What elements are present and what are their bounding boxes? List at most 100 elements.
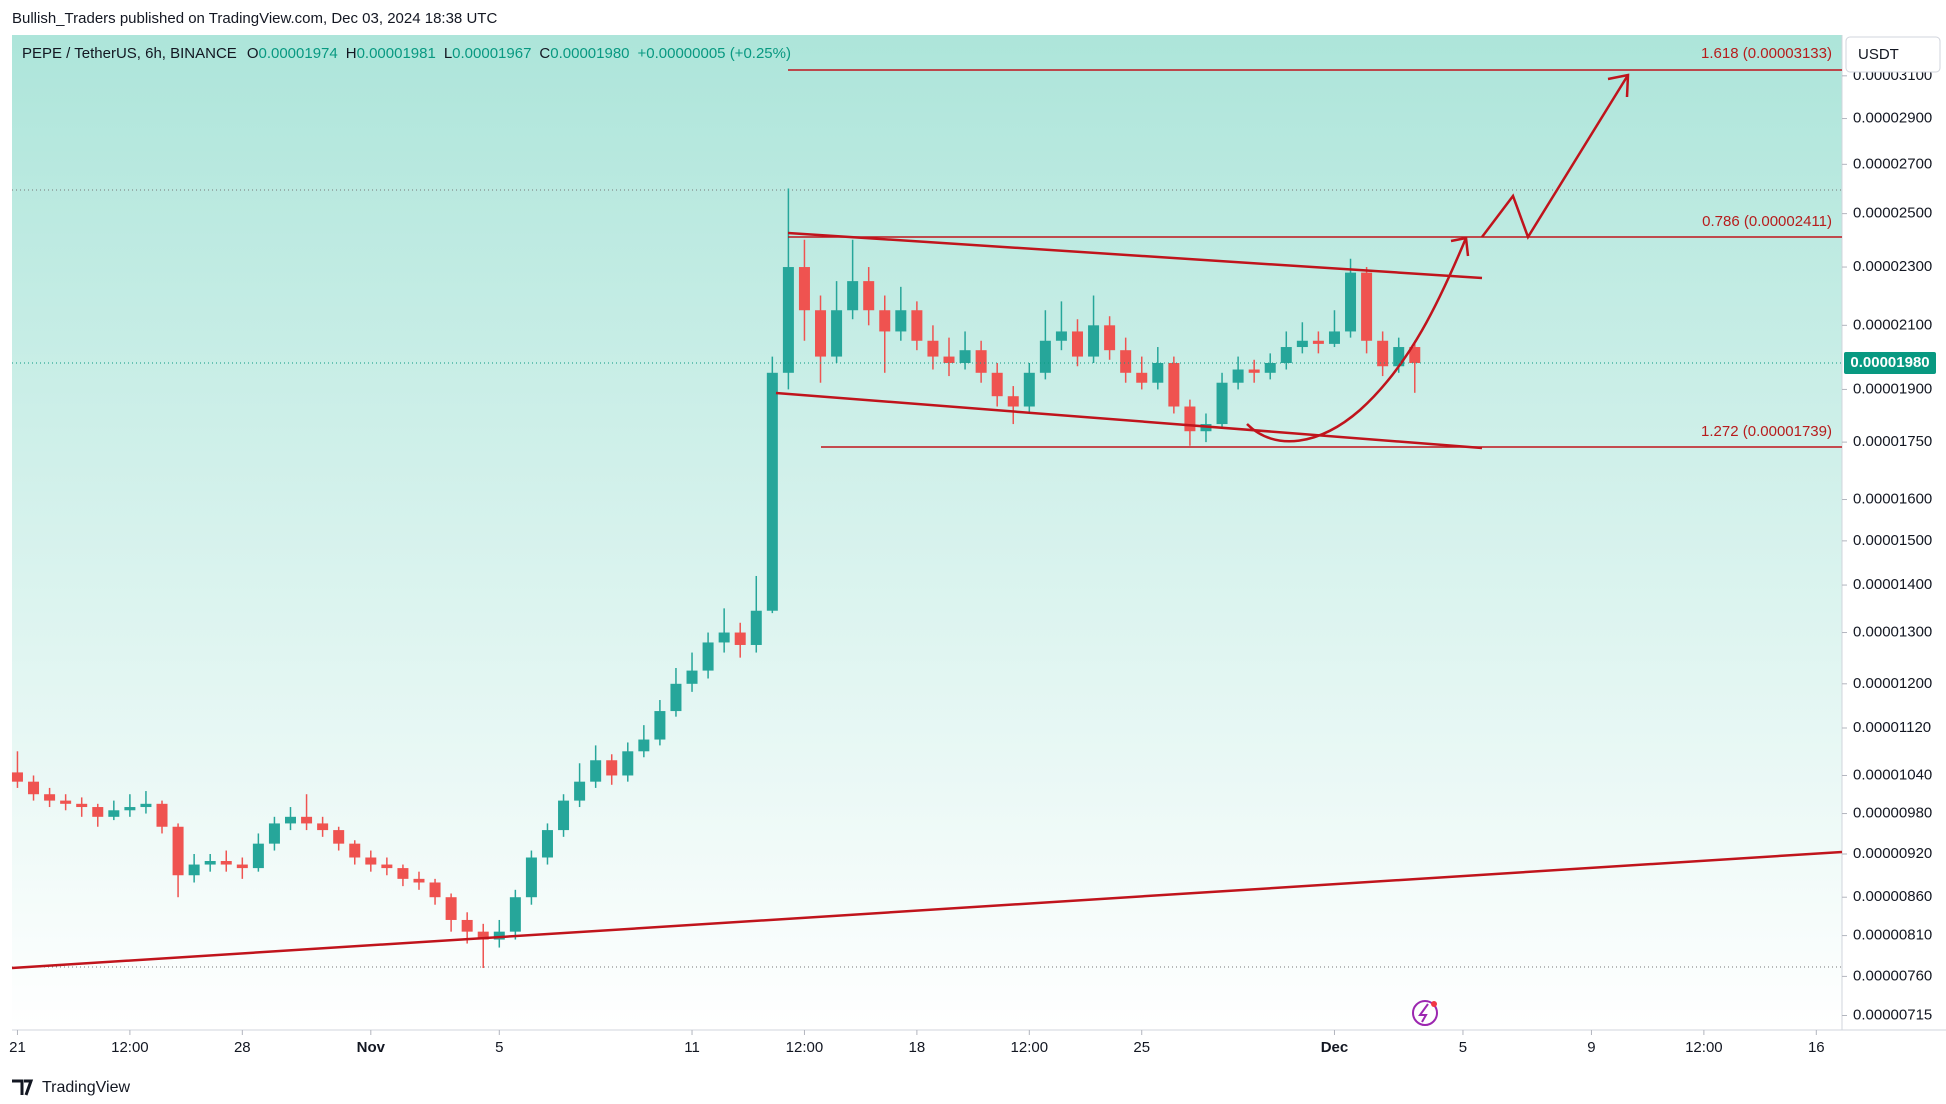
candle-body — [11, 772, 23, 782]
candle-body — [1055, 331, 1067, 341]
x-tick-label: Dec — [1321, 1039, 1349, 1056]
candle-body — [638, 739, 650, 752]
candle-body — [108, 810, 120, 817]
candle-body — [1296, 340, 1308, 348]
candle-body — [1361, 272, 1373, 341]
candle-body — [509, 897, 521, 932]
publisher: Bullish_Traders published on TradingView… — [12, 10, 498, 27]
candle-body — [1168, 363, 1180, 407]
candle-body — [927, 340, 939, 357]
c-value: 0.00001980 — [550, 45, 630, 62]
candle-body — [1136, 372, 1148, 383]
candle-body — [558, 800, 570, 831]
y-tick-label: 0.00000860 — [1853, 888, 1932, 905]
last-price-label: 0.00001980 — [1850, 354, 1929, 371]
support-line — [11, 850, 1843, 970]
fib-label: 0.786 (0.00002411) — [1702, 213, 1832, 230]
candle-body — [220, 861, 232, 865]
candle-body — [831, 310, 843, 357]
candle-body — [959, 350, 971, 364]
candle-body — [782, 267, 794, 373]
h-label: H — [345, 45, 357, 62]
candle-body — [1039, 340, 1051, 373]
x-tick-label: 12:00 — [1685, 1039, 1723, 1056]
x-tick-label: 11 — [684, 1039, 700, 1056]
o-value: 0.00001974 — [258, 45, 338, 62]
candle-body — [317, 823, 329, 831]
candle-body — [1280, 347, 1292, 364]
candle-body — [1264, 363, 1276, 373]
y-tick-label: 0.00002500 — [1853, 205, 1932, 222]
candle-body — [252, 843, 264, 869]
candle-body — [1071, 331, 1083, 357]
candle-body — [493, 931, 505, 940]
y-tick-label: 0.00002900 — [1853, 110, 1932, 127]
candle-body — [413, 878, 425, 883]
candle-body — [991, 372, 1003, 397]
y-tick-label: 0.00001400 — [1853, 576, 1932, 593]
candle-body — [670, 683, 682, 712]
candle-body — [236, 864, 248, 869]
x-tick-label: 9 — [1587, 1039, 1595, 1056]
candle-body — [76, 803, 88, 808]
candle-body — [686, 670, 698, 684]
candle-body — [1216, 382, 1228, 425]
y-tick-label: 0.00000760 — [1853, 967, 1932, 984]
candle-body — [44, 794, 56, 801]
x-tick-label: 12:00 — [1011, 1039, 1049, 1056]
fib-label: 1.272 (0.00001739) — [1701, 423, 1832, 440]
candle-body — [1328, 331, 1340, 344]
fib-label: 1.618 (0.00003133) — [1701, 45, 1832, 62]
power-icon[interactable] — [1412, 1000, 1438, 1026]
y-tick-label: 0.00001750 — [1853, 433, 1932, 450]
arrow-head — [1607, 73, 1630, 98]
y-tick-label: 0.00002100 — [1853, 316, 1932, 333]
candle-body — [1248, 369, 1260, 373]
currency: USDT — [1858, 46, 1899, 63]
candle-body — [622, 751, 634, 776]
candle-body — [1152, 363, 1164, 383]
y-tick-label: 0.00001600 — [1853, 490, 1932, 507]
candle-body — [590, 760, 602, 782]
candle-body — [140, 803, 152, 808]
candle-body — [284, 816, 296, 824]
drawings — [11, 69, 1843, 970]
candle-body — [397, 868, 409, 879]
candle-body — [445, 897, 457, 920]
candle-body — [333, 830, 345, 844]
candle-body — [60, 800, 72, 804]
candle-body — [461, 919, 473, 932]
candle-body — [815, 310, 827, 357]
candle-body — [798, 267, 810, 311]
y-tick-label: 0.00000920 — [1853, 845, 1932, 862]
candle-body — [943, 356, 955, 364]
c-label: C — [539, 45, 551, 62]
y-tick-label: 0.00001040 — [1853, 766, 1932, 783]
candle-body — [750, 610, 762, 645]
candle-body — [477, 931, 489, 940]
candle-body — [1088, 325, 1100, 357]
x-tick-label: 18 — [909, 1039, 926, 1056]
candle-body — [429, 882, 441, 898]
l-value: 0.00001967 — [452, 45, 532, 62]
candle-body — [301, 816, 313, 824]
candle-body — [1007, 396, 1019, 407]
candle-body — [349, 843, 361, 858]
l-label: L — [443, 45, 453, 62]
y-tick-label: 0.00000810 — [1853, 927, 1932, 944]
y-tick-label: 0.00000980 — [1853, 805, 1932, 822]
y-tick-label: 0.00000715 — [1853, 1006, 1932, 1023]
candle-body — [268, 823, 280, 844]
candle-body — [702, 642, 714, 671]
x-tick-label: 21 — [9, 1039, 26, 1056]
currency-box[interactable] — [1845, 36, 1941, 73]
curve-arrow — [1246, 237, 1468, 443]
candle-body — [525, 857, 537, 898]
last-price-tag — [1844, 352, 1936, 375]
candle-body — [574, 781, 586, 801]
power-icon-dot — [1431, 1001, 1437, 1007]
candle-body — [1409, 347, 1421, 364]
x-tick-label: 5 — [1459, 1039, 1467, 1056]
y-tick-label: 0.00001900 — [1853, 380, 1932, 397]
